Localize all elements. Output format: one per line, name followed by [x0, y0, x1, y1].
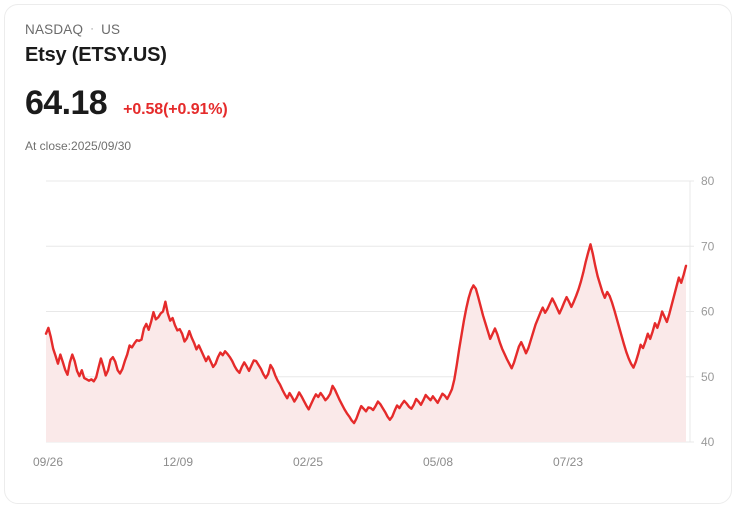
y-axis-tick-label: 40: [701, 435, 715, 449]
x-axis-tick-label: 02/25: [293, 455, 323, 469]
price-chart-svg: 40 50 60 70 80 09/26 12/09 02/25 05/08 07/23: [33, 174, 715, 469]
chart-line: [44, 243, 688, 425]
region-code: US: [101, 22, 121, 37]
exchange-separator: ·: [90, 23, 95, 35]
price-chart[interactable]: 40 50 60 70 80 09/26 12/09 02/25 05/08 07/23: [5, 167, 731, 479]
y-axis-labels: 40 50 60 70 80: [701, 174, 715, 449]
page-title: Etsy (ETSY.US): [25, 44, 167, 66]
x-axis-tick-label: 07/23: [553, 455, 583, 469]
exchange-name: NASDAQ: [25, 22, 84, 37]
market-status: At close:2025/09/30: [25, 139, 132, 153]
y-axis-tick-label: 80: [701, 174, 715, 188]
exchange-line: NASDAQ · US: [25, 21, 711, 39]
x-axis-labels: 09/26 12/09 02/25 05/08 07/23: [33, 455, 583, 469]
x-axis-tick-label: 05/08: [423, 455, 453, 469]
y-axis-tick-label: 50: [701, 370, 715, 384]
chart-area-fill: [46, 244, 686, 442]
last-price: 64.18: [25, 84, 108, 122]
price-change: +0.58(+0.91%): [123, 101, 228, 118]
y-axis-tick-label: 60: [701, 305, 715, 319]
y-axis-tick-label: 70: [701, 239, 715, 253]
quote-header: NASDAQ · US Etsy (ETSY.US) 64.18 +0.58(+…: [25, 21, 711, 154]
x-axis-tick-label: 12/09: [163, 455, 193, 469]
price-row: 64.18 +0.58(+0.91%): [25, 84, 711, 122]
x-axis-tick-label: 09/26: [33, 455, 63, 469]
stock-quote-card: NASDAQ · US Etsy (ETSY.US) 64.18 +0.58(+…: [4, 4, 732, 504]
